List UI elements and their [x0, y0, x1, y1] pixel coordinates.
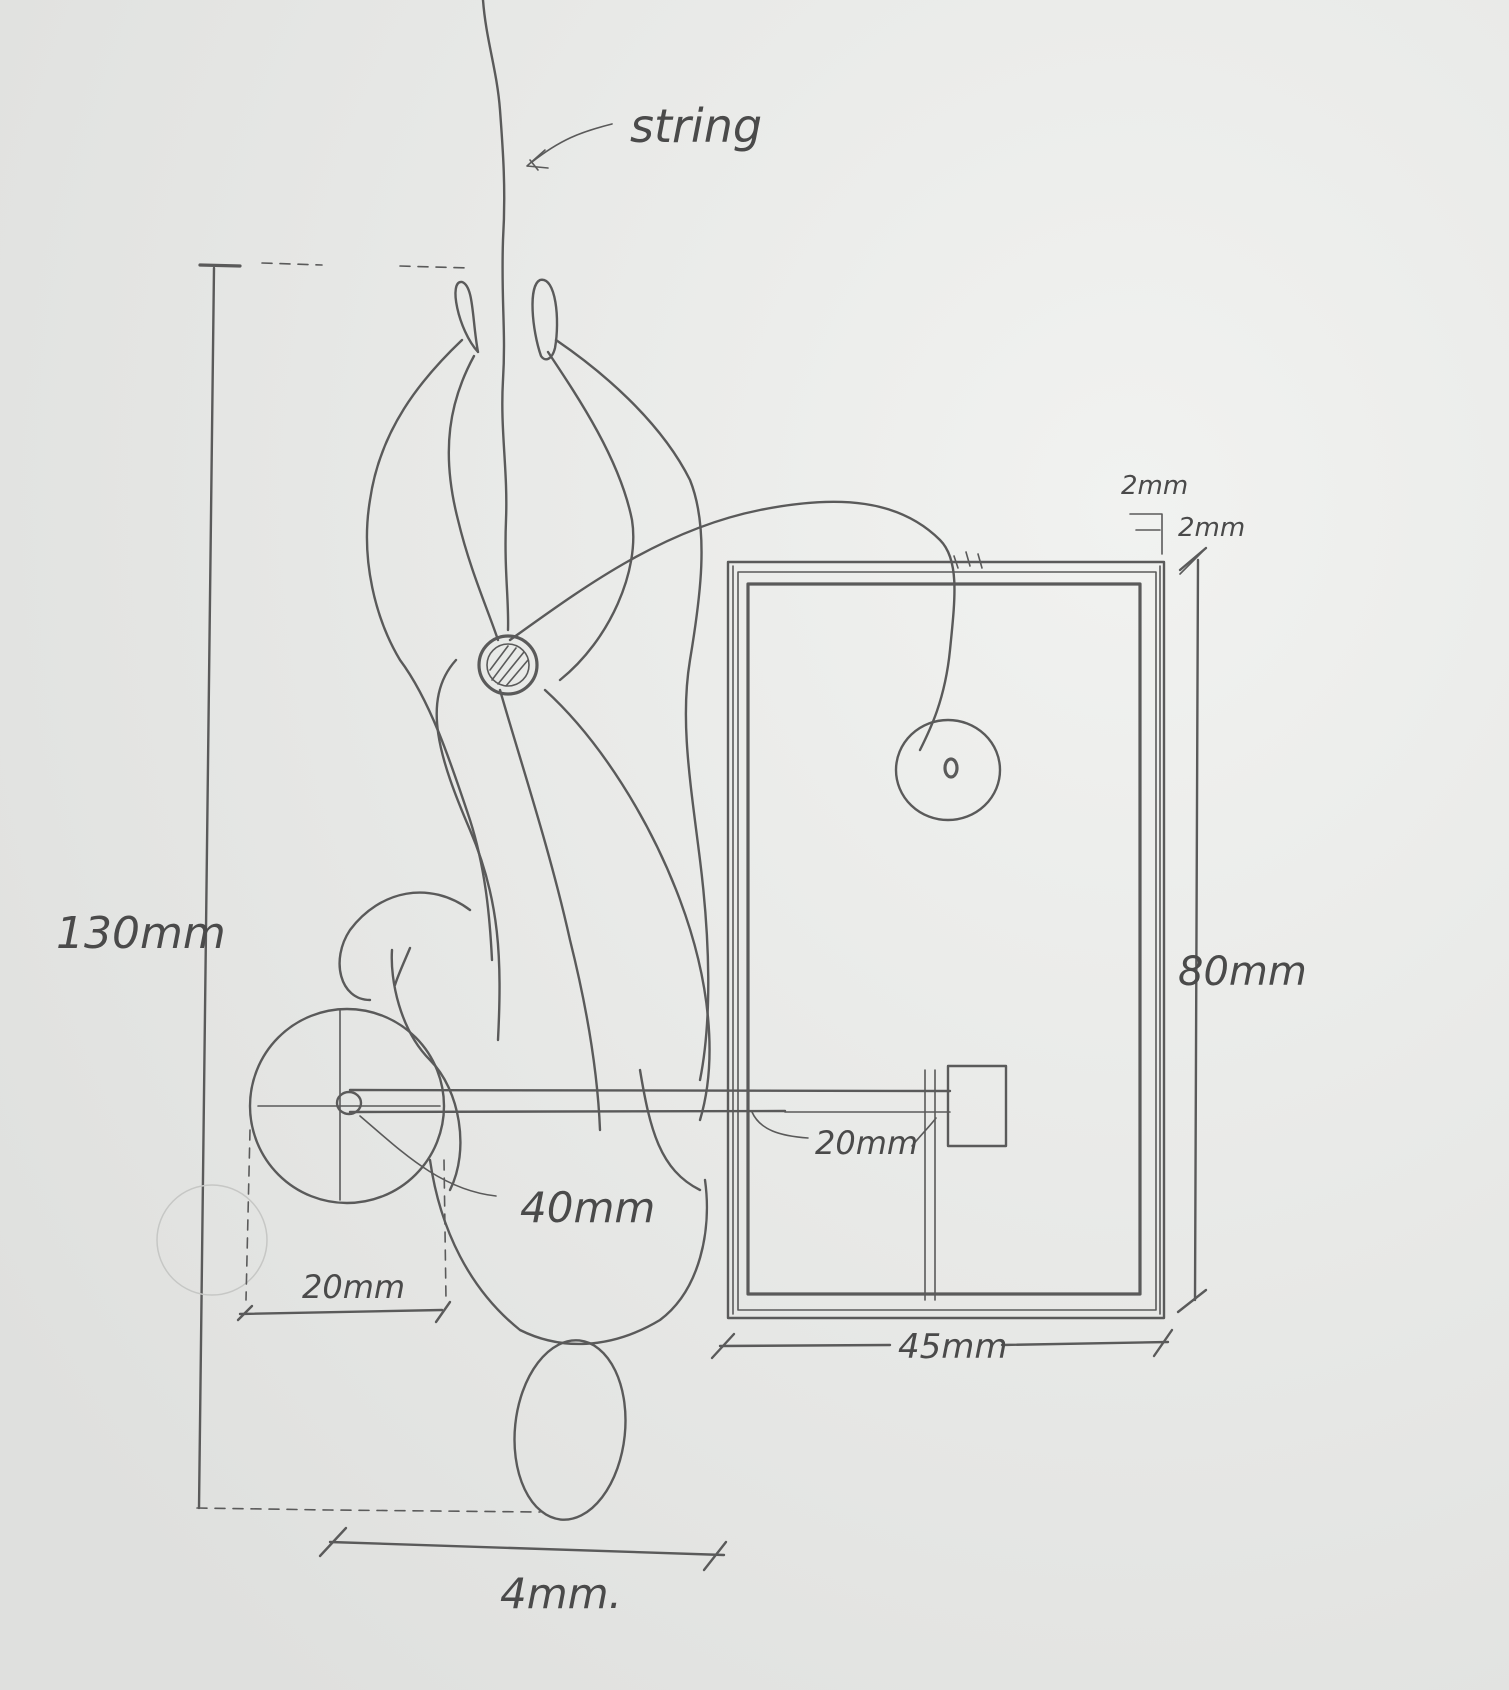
wall-side-dimension — [1179, 547, 1207, 575]
height-dimension-line — [196, 262, 541, 1513]
string-line — [481, 0, 510, 632]
drive-wheel — [248, 1007, 446, 1205]
string-label: string — [630, 99, 762, 153]
string-arrow — [526, 123, 613, 171]
wall-top-label: 2mm — [1121, 471, 1188, 501]
base-width-label: 4mm. — [500, 1569, 622, 1618]
rod-length-label: 40mm — [520, 1183, 655, 1232]
box-height-label: 80mm — [1178, 949, 1307, 995]
box-width-dimension — [710, 1328, 1174, 1360]
drive-rod — [348, 1088, 952, 1114]
base-width-dimension — [318, 1526, 728, 1572]
pulley-wheel — [894, 718, 1002, 822]
slider-block — [946, 1064, 1008, 1148]
height-label: 130mm — [56, 908, 226, 959]
block-offset-label: 20mm — [815, 1124, 918, 1162]
pulley-string — [508, 500, 956, 752]
wheel-diameter-label: 20mm — [302, 1268, 405, 1306]
faint-circle — [156, 1184, 268, 1296]
pivot-hub — [477, 634, 539, 696]
box-width-label: 45mm — [898, 1327, 1008, 1367]
box-frame — [726, 551, 1166, 1320]
wheel-diameter-dimension — [236, 1129, 452, 1324]
box-guide-lines — [924, 1069, 936, 1301]
rod-length-pointer — [359, 1115, 497, 1197]
block-offset-pointer — [751, 1111, 937, 1147]
wall-side-label: 2mm — [1178, 513, 1245, 543]
wall-top-dimension — [1129, 513, 1163, 555]
